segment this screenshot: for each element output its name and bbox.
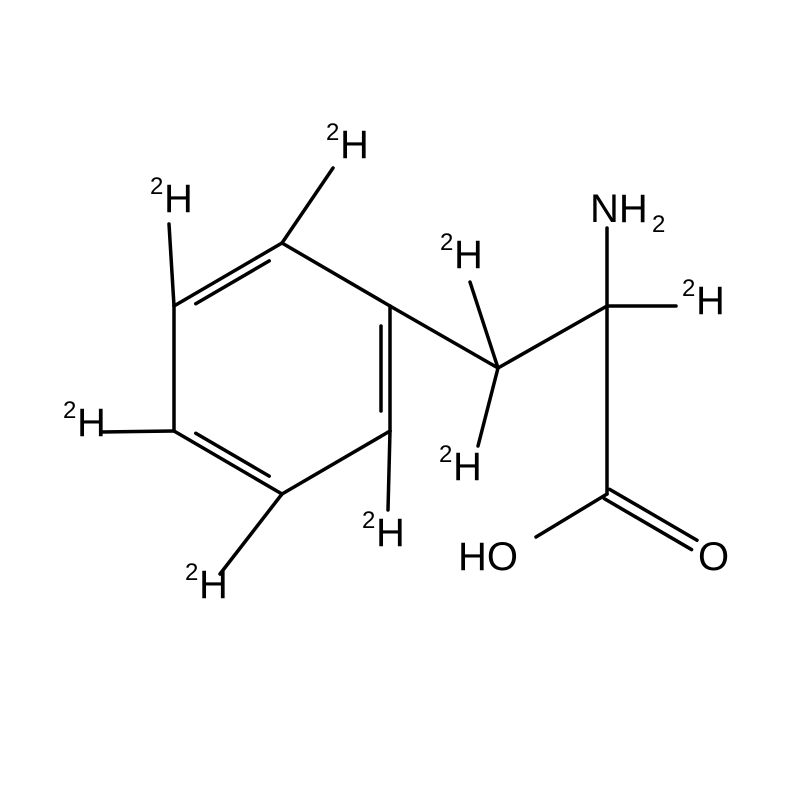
d-br-h: H bbox=[376, 511, 405, 555]
d-c8-sup: 2 bbox=[682, 275, 695, 302]
amine-sub: 2 bbox=[652, 211, 665, 238]
d-tl-h: H bbox=[164, 177, 193, 221]
d-top-h: H bbox=[340, 123, 369, 167]
d-tl-sup: 2 bbox=[150, 173, 163, 200]
molecule-diagram: 2H2H2H2H2H2H2H2HOHONH2 bbox=[0, 0, 800, 800]
d-c7b-sup: 2 bbox=[439, 441, 452, 468]
oxygen-double: O bbox=[698, 535, 729, 579]
d-bot-sup: 2 bbox=[185, 559, 198, 586]
d-top-sup: 2 bbox=[326, 119, 339, 146]
d-br-sup: 2 bbox=[362, 507, 375, 534]
amine: NH bbox=[590, 187, 648, 231]
d-c7a-sup: 2 bbox=[440, 229, 453, 256]
d-bl-sup: 2 bbox=[63, 397, 76, 424]
d-c8-h: H bbox=[696, 279, 725, 323]
d-c7a-h: H bbox=[454, 233, 483, 277]
hydroxyl: HO bbox=[458, 535, 518, 579]
d-c7b-h: H bbox=[453, 445, 482, 489]
d-bl-h: H bbox=[77, 401, 106, 445]
d-bot-h: H bbox=[199, 563, 228, 607]
